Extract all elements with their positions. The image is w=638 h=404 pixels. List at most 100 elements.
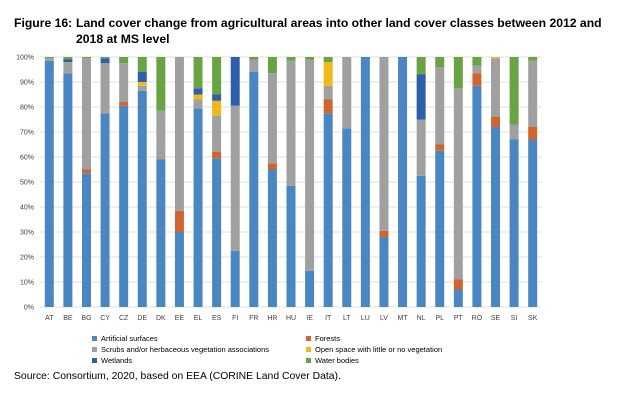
bar-segment-fi-scrubs-and-or-herbaceous-vegetation-associations: [230, 105, 240, 251]
bar-segment-ro-scrubs-and-or-herbaceous-vegetation-associations: [472, 65, 482, 74]
legend-swatch: [306, 336, 311, 341]
bar-segment-el-water-bodies: [193, 57, 203, 89]
bar-segment-es-open-space-with-little-or-no-vegetation: [212, 100, 222, 116]
legend-item: Open space with little or no vegetation: [306, 345, 442, 354]
bar-segment-sk-artificial-surfaces: [528, 139, 538, 307]
bar-segment-be-wetlands: [63, 59, 73, 62]
legend-item: Forests: [306, 334, 340, 343]
bar-segment-sk-scrubs-and-or-herbaceous-vegetation-associations: [528, 60, 538, 127]
y-tick-label: 80%: [20, 105, 34, 112]
x-tick-label: EE: [175, 315, 185, 322]
y-tick-label: 30%: [20, 230, 34, 237]
x-tick-label: HR: [267, 315, 277, 322]
bar-segment-es-wetlands: [212, 94, 222, 101]
bar-segment-cy-artificial-surfaces: [100, 113, 110, 307]
y-tick-label: 90%: [20, 80, 34, 87]
bar-segment-pt-forests: [453, 279, 463, 290]
bar-segment-pt-scrubs-and-or-herbaceous-vegetation-associations: [453, 88, 463, 280]
bar-segment-es-forests: [212, 152, 222, 159]
bar-segment-cz-artificial-surfaces: [119, 105, 129, 307]
bar-segment-lv-forests: [379, 230, 389, 237]
bar-segment-sk-forests: [528, 127, 538, 140]
legend-label: Forests: [315, 334, 341, 343]
bar-segment-nl-scrubs-and-or-herbaceous-vegetation-associations: [416, 119, 426, 176]
bar-segment-ro-forests: [472, 73, 482, 86]
x-tick-label: LV: [380, 315, 388, 322]
bar-segment-pl-forests: [435, 144, 445, 151]
bar-segment-ie-water-bodies: [305, 57, 315, 60]
x-tick-label: IT: [325, 315, 332, 322]
bar-segment-ee-scrubs-and-or-herbaceous-vegetation-associations: [174, 57, 184, 211]
bar-segment-ro-water-bodies: [472, 57, 482, 66]
bar-segment-el-open-space-with-little-or-no-vegetation: [193, 94, 203, 100]
bar-segment-bg-scrubs-and-or-herbaceous-vegetation-associations: [81, 58, 91, 170]
x-tick-label: FI: [232, 315, 238, 322]
figure-number: Figure 16:: [14, 16, 73, 30]
bar-segment-sk-water-bodies: [528, 57, 538, 61]
bar-segment-es-water-bodies: [212, 57, 222, 95]
x-tick-label: RO: [472, 315, 483, 322]
y-tick-label: 40%: [20, 205, 34, 212]
y-tick-label: 10%: [20, 280, 34, 287]
y-tick-label: 50%: [20, 180, 34, 187]
bar-segment-bg-forests: [81, 169, 91, 174]
bar-segment-el-wetlands: [193, 88, 203, 95]
source-note: Source: Consortium, 2020, based on EEA (…: [14, 371, 341, 382]
bar-segment-dk-scrubs-and-or-herbaceous-vegetation-associations: [156, 110, 166, 160]
bar-segment-pl-water-bodies: [435, 57, 445, 67]
bar-segment-es-scrubs-and-or-herbaceous-vegetation-associations: [212, 115, 222, 152]
bar-segment-lt-scrubs-and-or-herbaceous-vegetation-associations: [342, 57, 352, 129]
x-tick-label: LT: [343, 315, 351, 322]
x-tick-label: SE: [491, 315, 501, 322]
legend-swatch: [92, 358, 97, 363]
bar-segment-de-wetlands: [137, 72, 147, 82]
bar-segment-bg-water-bodies: [81, 57, 91, 59]
x-tick-label: AT: [45, 315, 54, 322]
bar-segment-nl-wetlands: [416, 74, 426, 120]
bar-segment-at-water-bodies: [44, 57, 54, 59]
legend-label: Water bodies: [315, 356, 359, 365]
y-tick-label: 100%: [16, 55, 34, 62]
legend-label: Scrubs and/or herbaceous vegetation asso…: [101, 345, 270, 354]
bar-segment-se-forests: [491, 117, 501, 127]
x-tick-label: SI: [511, 315, 518, 322]
bar-segment-fr-scrubs-and-or-herbaceous-vegetation-associations: [249, 59, 259, 72]
bar-segment-cz-forests: [119, 102, 129, 106]
legend-item: Wetlands: [92, 356, 132, 365]
legend-item: Scrubs and/or herbaceous vegetation asso…: [92, 345, 269, 354]
y-tick-label: 70%: [20, 130, 34, 137]
bar-segment-se-scrubs-and-or-herbaceous-vegetation-associations: [491, 58, 501, 117]
bar-segment-pl-scrubs-and-or-herbaceous-vegetation-associations: [435, 67, 445, 145]
legend-swatch: [92, 336, 97, 341]
bar-segment-si-scrubs-and-or-herbaceous-vegetation-associations: [509, 124, 519, 140]
bar-segment-hu-artificial-surfaces: [286, 185, 296, 307]
x-tick-label: HU: [286, 315, 296, 322]
bar-segment-nl-water-bodies: [416, 57, 426, 75]
bar-segment-it-scrubs-and-or-herbaceous-vegetation-associations: [323, 85, 333, 100]
bar-segment-pt-water-bodies: [453, 57, 463, 89]
bar-segment-se-open-space-with-little-or-no-vegetation: [491, 57, 501, 59]
x-tick-label: ES: [212, 315, 222, 322]
bar-segment-cy-water-bodies: [100, 57, 110, 59]
bar-segment-hu-water-bodies: [286, 57, 296, 61]
bar-segment-at-scrubs-and-or-herbaceous-vegetation-associations: [44, 58, 54, 61]
legend-swatch: [92, 347, 97, 352]
x-tick-label: MT: [398, 315, 409, 322]
bar-segment-es-artificial-surfaces: [212, 158, 222, 307]
bar-segment-it-artificial-surfaces: [323, 113, 333, 307]
bar-segment-hu-scrubs-and-or-herbaceous-vegetation-associations: [286, 60, 296, 186]
bar-segment-cz-water-bodies: [119, 57, 129, 64]
x-tick-label: FR: [249, 315, 258, 322]
bar-segment-ro-artificial-surfaces: [472, 85, 482, 307]
x-tick-label: DE: [137, 315, 147, 322]
bar-segment-fi-wetlands: [230, 57, 240, 106]
x-tick-label: EL: [194, 315, 203, 322]
bar-segment-fi-artificial-surfaces: [230, 250, 240, 307]
x-tick-label: BE: [63, 315, 73, 322]
bar-segment-hr-forests: [267, 163, 277, 170]
bar-segment-si-water-bodies: [509, 57, 519, 125]
bar-segment-ie-artificial-surfaces: [305, 270, 315, 307]
bar-segment-nl-artificial-surfaces: [416, 175, 426, 307]
y-tick-label: 60%: [20, 155, 34, 162]
